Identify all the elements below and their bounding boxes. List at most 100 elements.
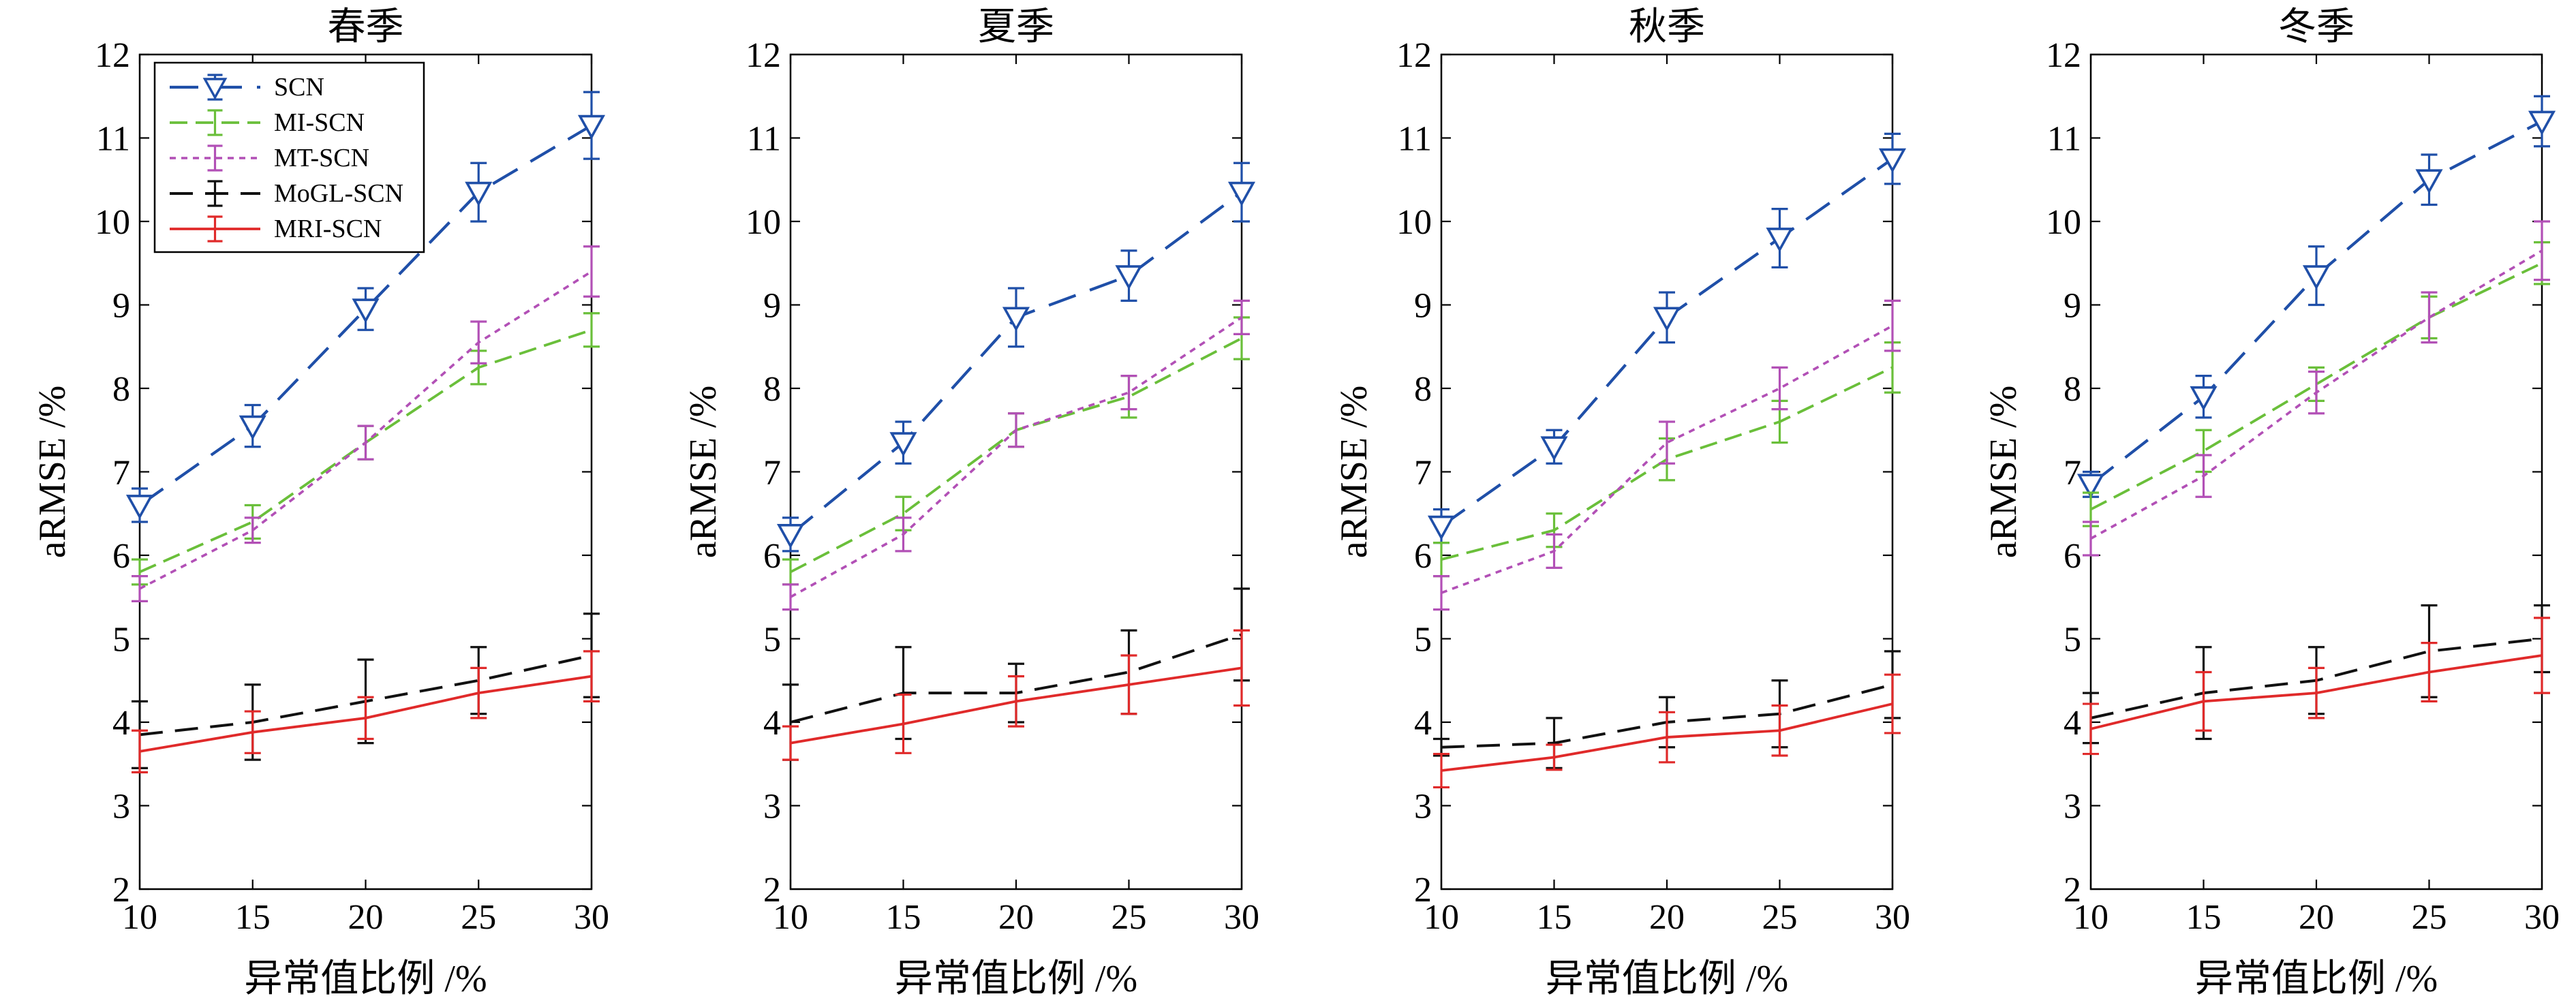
- y-tick-label: 10: [1396, 203, 1432, 242]
- y-tick-label: 4: [2064, 704, 2081, 743]
- x-tick-label: 20: [348, 898, 384, 937]
- x-tick-label: 10: [1424, 898, 1459, 937]
- y-tick-label: 11: [2047, 120, 2081, 159]
- plot-area-frame: [789, 53, 1243, 890]
- plot-area-frame: [2089, 53, 2543, 890]
- data-point-marker: [1002, 307, 1030, 332]
- x-tick-label: 30: [1875, 898, 1910, 937]
- series-line: [138, 124, 593, 507]
- x-tick-label: 25: [2412, 898, 2447, 937]
- chart-title: 夏季: [978, 6, 1054, 48]
- y-tick-label: 2: [2064, 871, 2081, 910]
- y-tick-label: 3: [112, 788, 130, 826]
- data-point-marker: [2528, 110, 2556, 136]
- x-tick-label: 15: [886, 898, 921, 937]
- series-mri-scn: [2083, 617, 2550, 756]
- y-tick-label: 7: [112, 454, 130, 493]
- x-tick-label: 10: [2073, 898, 2109, 937]
- data-point-marker: [1540, 436, 1568, 461]
- series-scn: [776, 161, 1256, 553]
- series-scn: [1427, 132, 1907, 544]
- y-tick-label: 10: [2046, 203, 2081, 242]
- x-tick-label: 25: [1111, 898, 1147, 937]
- series-line: [790, 337, 1242, 574]
- y-tick-label: 8: [1414, 370, 1432, 409]
- chart-title: 春季: [328, 6, 404, 48]
- y-tick-label: 9: [763, 287, 781, 326]
- series-mi-scn: [782, 316, 1250, 586]
- y-axis-label: aRMSE /%: [1333, 386, 1375, 559]
- y-tick-label: 5: [763, 621, 781, 660]
- data-point-marker: [1427, 515, 1456, 540]
- series-mogl-scn: [132, 613, 600, 769]
- data-point-marker: [2190, 386, 2218, 411]
- data-point-marker: [2302, 265, 2331, 290]
- data-point-marker: [1878, 148, 1907, 173]
- y-tick-label: 5: [1414, 621, 1432, 660]
- legend-entry-label: MI-SCN: [274, 108, 365, 137]
- y-tick-label: 9: [2064, 287, 2081, 326]
- y-tick-label: 6: [112, 537, 130, 576]
- series-line: [790, 666, 1242, 745]
- data-point-marker: [352, 298, 380, 324]
- data-point-marker: [1653, 307, 1681, 332]
- y-tick-label: 6: [763, 537, 781, 576]
- series-line: [1441, 702, 1893, 772]
- y-tick-label: 6: [1414, 537, 1432, 576]
- y-tick-label: 11: [96, 120, 130, 159]
- y-tick-label: 3: [2064, 788, 2081, 826]
- y-tick-label: 8: [763, 370, 781, 409]
- series-line: [139, 270, 592, 590]
- data-point-marker: [125, 495, 154, 520]
- x-tick-label: 30: [1224, 898, 1259, 937]
- data-point-marker: [1115, 265, 1143, 290]
- series-line: [2090, 249, 2543, 540]
- y-tick-label: 11: [1398, 120, 1432, 159]
- x-tick-label: 15: [1537, 898, 1572, 937]
- x-tick-label: 20: [998, 898, 1034, 937]
- x-tick-label: 30: [574, 898, 609, 937]
- y-tick-label: 2: [1414, 871, 1432, 910]
- y-tick-label: 12: [2046, 36, 2081, 75]
- y-tick-label: 7: [2064, 454, 2081, 493]
- y-tick-label: 6: [2064, 537, 2081, 576]
- x-tick-label: 15: [2186, 898, 2222, 937]
- y-tick-label: 8: [2064, 370, 2081, 409]
- data-point-marker: [2076, 474, 2105, 499]
- y-tick-label: 10: [95, 203, 130, 242]
- y-tick-label: 9: [112, 287, 130, 326]
- y-tick-label: 3: [763, 788, 781, 826]
- y-tick-label: 12: [746, 36, 781, 75]
- legend: SCN MI-SCN MT-SCN MoGL-SCN MRI-SCN: [153, 61, 425, 253]
- x-axis-label: 异常值比例 /%: [2195, 958, 2438, 1000]
- chart-title: 秋季: [1629, 6, 1705, 48]
- series-line: [2090, 654, 2543, 730]
- y-axis-label: aRMSE /%: [682, 386, 724, 559]
- data-point-marker: [239, 415, 266, 440]
- data-point-marker: [465, 181, 493, 206]
- y-tick-label: 8: [112, 370, 130, 409]
- legend-marker: [202, 78, 228, 100]
- y-tick-label: 10: [746, 203, 781, 242]
- y-tick-label: 2: [763, 871, 781, 910]
- y-axis-label: aRMSE /%: [1982, 386, 2025, 559]
- x-tick-label: 10: [773, 898, 808, 937]
- series-mt-scn: [132, 245, 600, 602]
- series-mogl-scn: [782, 587, 1250, 761]
- legend-entry-label: MT-SCN: [274, 144, 369, 172]
- x-axis-label: 异常值比例 /%: [895, 958, 1137, 1000]
- y-tick-label: 4: [1414, 704, 1432, 743]
- y-tick-label: 5: [2064, 621, 2081, 660]
- data-point-marker: [2415, 169, 2443, 194]
- y-axis-label: aRMSE /%: [31, 386, 74, 559]
- data-point-marker: [577, 114, 606, 140]
- y-tick-label: 2: [112, 871, 130, 910]
- series-mt-scn: [782, 299, 1250, 611]
- data-point-marker: [1227, 181, 1256, 206]
- legend-entry-label: MoGL-SCN: [274, 179, 403, 208]
- x-axis-label: 异常值比例 /%: [244, 958, 487, 1000]
- series-mri-scn: [782, 629, 1250, 761]
